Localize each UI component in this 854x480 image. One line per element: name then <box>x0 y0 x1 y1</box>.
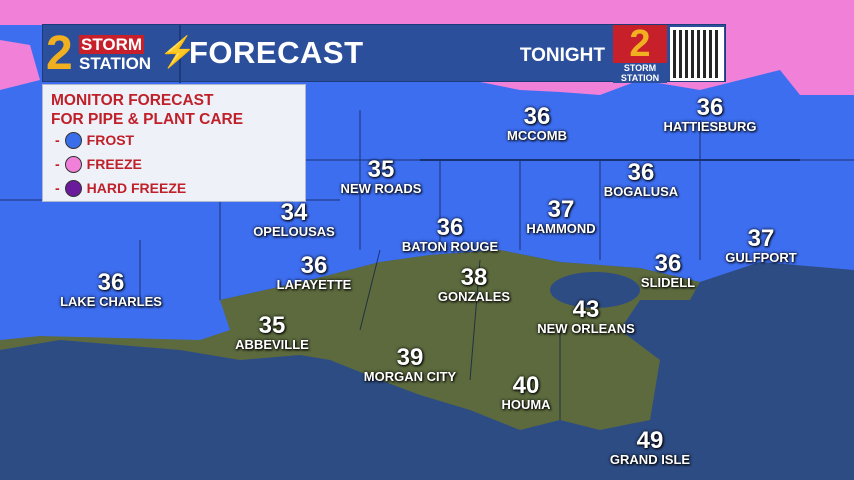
freeze-swatch <box>64 155 82 173</box>
city-forecast: 39 MORGAN CITY <box>364 346 456 384</box>
city-temp: 35 <box>258 312 286 339</box>
logo-line1: STORM <box>79 35 145 54</box>
city-temp: 39 <box>396 344 424 371</box>
city-name: HATTIESBURG <box>663 119 757 134</box>
city-name: NEW ORLEANS <box>537 321 635 336</box>
legend-item-freeze: - FREEZE <box>55 155 142 173</box>
city-forecast: 38 GONZALES <box>438 266 510 304</box>
frost-swatch <box>64 131 82 149</box>
city-temp: 36 <box>696 94 724 121</box>
forecast-period: TONIGHT <box>519 45 605 66</box>
city-name: GRAND ISLE <box>609 452 691 467</box>
storm-station-logo: 2 STORM STATION ⚡ <box>43 25 197 83</box>
legend-item-frost: - FROST <box>55 131 135 149</box>
legend-heading-2: FOR PIPE & PLANT CARE <box>51 111 244 128</box>
city-temp: 34 <box>280 199 308 226</box>
page-title: FORECAST <box>189 35 364 70</box>
city-name: HOUMA <box>501 397 551 412</box>
city-name: MORGAN CITY <box>363 369 457 384</box>
city-name: ABBEVILLE <box>235 337 309 352</box>
city-temp: 38 <box>460 264 488 291</box>
city-forecast: 49 GRAND ISLE <box>610 429 690 467</box>
city-name: BOGALUSA <box>603 184 679 199</box>
city-forecast: 36 LAFAYETTE <box>277 254 352 292</box>
legend-label: FROST <box>86 132 135 148</box>
city-name: MCCOMB <box>507 128 567 143</box>
city-forecast: 43 NEW ORLEANS <box>537 298 635 336</box>
city-forecast: 34 OPELOUSAS <box>253 201 335 239</box>
city-temp: 40 <box>512 372 540 399</box>
header-bar: 2 STORM STATION ⚡ FORECAST TONIGHT 2 STOR… <box>42 24 726 83</box>
city-name: HAMMOND <box>526 221 596 236</box>
city-temp: 36 <box>654 250 682 277</box>
logo-line2: STATION <box>79 54 152 73</box>
city-temp: 36 <box>523 103 551 130</box>
city-forecast: 35 NEW ROADS <box>341 158 422 196</box>
city-temp: 37 <box>547 196 575 223</box>
lake-pontchartrain <box>550 272 640 308</box>
city-name: LAFAYETTE <box>276 277 352 292</box>
city-forecast: 37 GULFPORT <box>725 227 797 265</box>
city-name: GULFPORT <box>725 250 797 265</box>
city-name: GONZALES <box>437 289 511 304</box>
hard-freeze-swatch <box>64 179 82 197</box>
city-temp: 49 <box>636 427 664 454</box>
channel-badge: 2 STORM STATION <box>613 25 667 83</box>
city-temp: 35 <box>367 156 395 183</box>
city-name: NEW ROADS <box>340 181 422 196</box>
city-name: OPELOUSAS <box>253 224 335 239</box>
badge-number: 2 <box>629 23 651 65</box>
city-forecast: 36 MCCOMB <box>507 105 567 143</box>
coastal-land <box>0 250 700 430</box>
logo-number: 2 <box>46 27 73 80</box>
city-name: SLIDELL <box>640 275 696 290</box>
city-temp: 36 <box>436 214 464 241</box>
city-temp: 36 <box>627 159 655 186</box>
badge-line2: STATION <box>620 73 660 83</box>
city-forecast: 36 LAKE CHARLES <box>60 271 162 309</box>
city-forecast: 35 ABBEVILLE <box>235 314 309 352</box>
frost-lowland <box>0 300 230 340</box>
city-temp: 36 <box>97 269 125 296</box>
city-forecast: 36 SLIDELL <box>641 252 695 290</box>
city-forecast: 40 HOUMA <box>501 374 550 412</box>
city-temp: 37 <box>747 225 775 252</box>
city-forecast: 36 HATTIESBURG <box>664 96 757 134</box>
city-forecast: 37 HAMMOND <box>526 198 595 236</box>
freeze-west <box>0 40 40 90</box>
city-name: LAKE CHARLES <box>60 294 162 309</box>
lightning-icon: ⚡ <box>159 36 197 69</box>
city-temp: 43 <box>572 296 600 323</box>
legend-item-hard-freeze: - HARD FREEZE <box>55 179 187 197</box>
legend-label: HARD FREEZE <box>86 180 187 196</box>
city-temp: 36 <box>300 252 328 279</box>
qr-code-icon <box>670 27 724 81</box>
legend-heading-1: MONITOR FORECAST <box>51 92 214 109</box>
city-name: BATON ROUGE <box>401 239 499 254</box>
city-forecast: 36 BATON ROUGE <box>402 216 498 254</box>
legend: MONITOR FORECAST FOR PIPE & PLANT CARE - … <box>42 84 306 202</box>
legend-label: FREEZE <box>86 156 142 172</box>
badge-line1: STORM <box>623 63 657 73</box>
city-forecast: 36 BOGALUSA <box>604 161 678 199</box>
